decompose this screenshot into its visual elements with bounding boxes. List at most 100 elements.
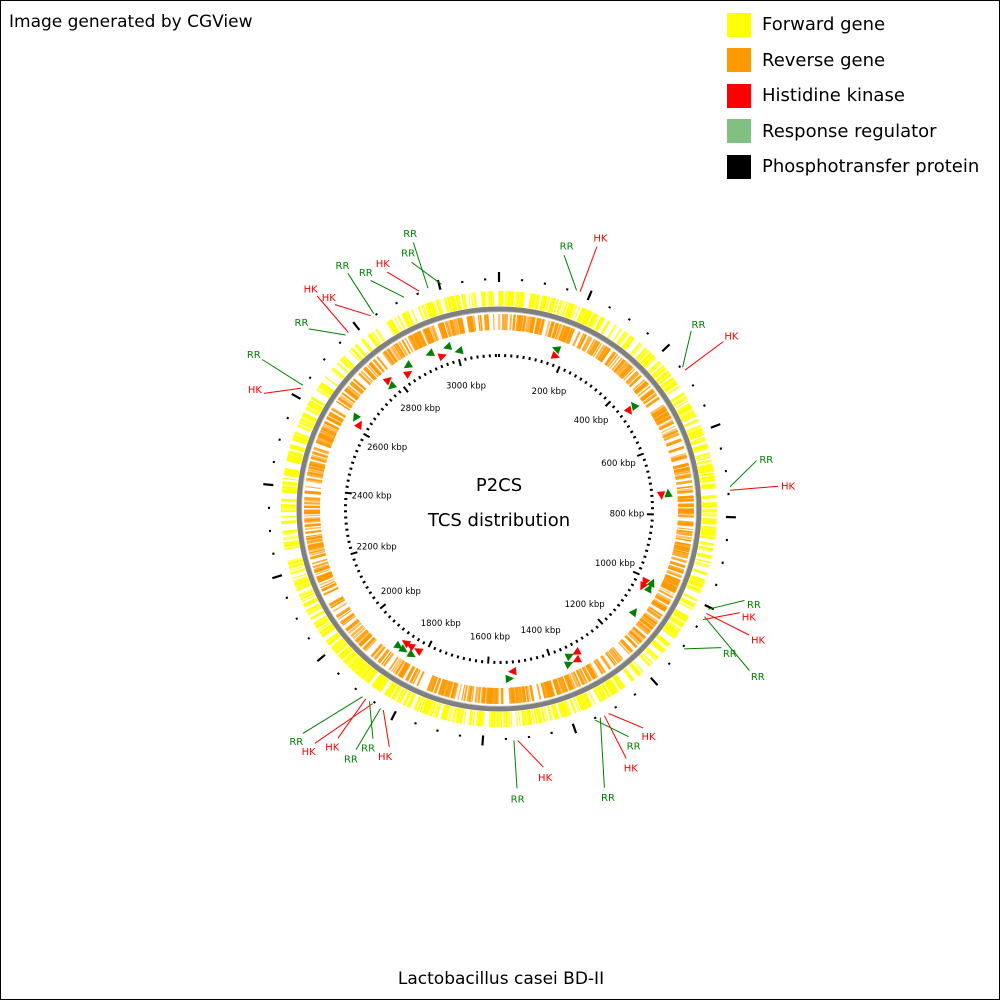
callout-label: HK xyxy=(248,385,263,396)
reverse-gene xyxy=(525,316,531,333)
forward-gene xyxy=(296,583,311,591)
reverse-gene xyxy=(410,334,420,350)
callout-line xyxy=(708,600,745,610)
forward-gene xyxy=(655,370,669,382)
forward-gene xyxy=(552,704,559,720)
callout-label: RR xyxy=(627,741,641,752)
ruler-minor-tick xyxy=(598,392,603,396)
outer-major-tick xyxy=(263,483,274,487)
reverse-gene xyxy=(471,315,475,332)
forward-gene xyxy=(480,711,484,727)
ruler-tick-label: 600 kbp xyxy=(601,459,636,469)
reverse-gene xyxy=(651,601,666,612)
reverse-gene xyxy=(335,606,351,618)
forward-gene xyxy=(567,303,575,319)
reverse-gene xyxy=(311,451,328,459)
forward-gene xyxy=(459,708,465,724)
ruler-minor-tick xyxy=(406,630,411,635)
forward-gene xyxy=(544,296,551,312)
ruler-minor-tick xyxy=(573,374,578,378)
forward-gene xyxy=(700,526,717,531)
reverse-gene xyxy=(613,358,626,373)
reverse-gene xyxy=(667,567,684,574)
forward-gene xyxy=(450,706,457,723)
forward-gene xyxy=(519,292,524,308)
reverse-gene xyxy=(330,599,346,609)
forward-gene xyxy=(286,458,302,465)
reverse-gene xyxy=(320,427,337,437)
reverse-gene xyxy=(674,541,691,546)
ruler-minor-tick xyxy=(347,473,352,476)
reverse-gene xyxy=(459,317,466,334)
callout-line xyxy=(729,460,757,488)
forward-gene xyxy=(629,342,642,356)
callout-label: HK xyxy=(322,293,337,304)
reverse-gene xyxy=(582,336,591,351)
reverse-gene xyxy=(677,496,694,500)
reverse-gene xyxy=(311,558,328,565)
backbone-highlight xyxy=(301,311,697,707)
reverse-gene xyxy=(364,366,377,380)
reverse-gene xyxy=(392,658,403,674)
reverse-gene xyxy=(677,520,694,524)
forward-gene xyxy=(416,697,424,712)
reverse-gene xyxy=(350,380,365,394)
callout-line xyxy=(370,280,405,298)
forward-gene xyxy=(317,621,331,632)
ruler-major-tick xyxy=(344,491,352,495)
callout-line xyxy=(302,696,363,734)
forward-gene xyxy=(629,662,642,676)
forward-gene xyxy=(298,588,313,596)
ruler-tick-label: 2600 kbp xyxy=(367,443,407,453)
reverse-gene xyxy=(670,453,687,460)
forward-gene xyxy=(631,662,642,675)
reverse-gene xyxy=(545,681,552,698)
forward-gene xyxy=(690,575,705,582)
feature-arrow xyxy=(623,405,633,415)
ruler-minor-tick xyxy=(585,632,589,637)
forward-gene xyxy=(456,294,462,310)
forward-gene xyxy=(681,412,696,421)
reverse-gene xyxy=(652,409,668,420)
forward-gene xyxy=(408,693,417,709)
reverse-gene xyxy=(341,392,356,403)
ruler-minor-tick xyxy=(345,485,349,488)
forward-gene xyxy=(639,351,652,365)
forward-gene xyxy=(508,711,511,727)
reverse-gene xyxy=(421,329,431,345)
forward-gene xyxy=(388,319,399,334)
reverse-gene xyxy=(307,471,324,476)
reverse-gene xyxy=(640,616,655,628)
forward-gene xyxy=(694,452,710,458)
reverse-gene xyxy=(381,351,394,366)
forward-gene xyxy=(565,700,573,715)
reverse-gene xyxy=(466,316,472,333)
reverse-gene xyxy=(321,582,337,591)
forward-gene xyxy=(504,291,508,307)
legend-swatch xyxy=(727,83,751,108)
reverse-gene xyxy=(655,595,670,605)
forward-gene xyxy=(338,646,352,659)
outer-minor-tick xyxy=(322,357,326,361)
reverse-gene xyxy=(426,327,434,344)
reverse-gene xyxy=(651,599,667,611)
forward-gene xyxy=(423,699,431,715)
ruler-tick-label: 800 kbp xyxy=(610,510,645,520)
reverse-gene xyxy=(614,360,628,375)
forward-gene xyxy=(427,700,435,716)
forward-gene xyxy=(557,702,565,718)
reverse-gene xyxy=(475,686,479,703)
reverse-gene xyxy=(395,660,406,676)
reverse-gene xyxy=(677,489,694,493)
forward-gene xyxy=(284,543,300,548)
ruler-minor-tick xyxy=(644,464,648,468)
ruler-tick-label: 1200 kbp xyxy=(565,600,605,610)
forward-gene xyxy=(295,581,311,589)
reverse-gene xyxy=(317,435,334,444)
ruler-minor-tick xyxy=(540,359,543,364)
forward-gene xyxy=(682,593,698,602)
reverse-gene xyxy=(357,372,372,386)
forward-gene xyxy=(305,603,321,613)
forward-gene xyxy=(319,624,333,635)
forward-gene xyxy=(427,302,436,318)
